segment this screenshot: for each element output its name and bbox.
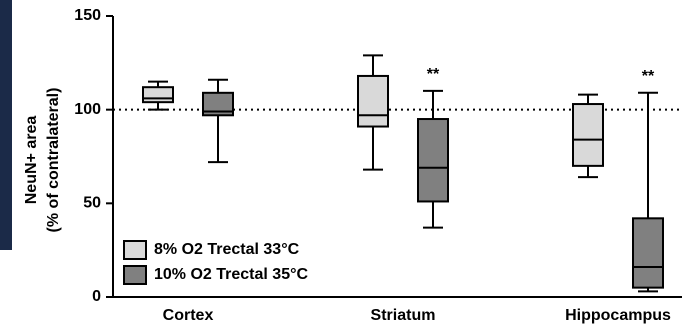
x-tick-label: Hippocampus bbox=[565, 307, 671, 324]
y-tick-label: 50 bbox=[83, 195, 101, 212]
y-axis-label: NeuN+ area bbox=[23, 116, 40, 205]
annotation: ** bbox=[642, 68, 655, 85]
legend-label: 10% O2 Trectal 35°C bbox=[154, 266, 308, 283]
box bbox=[143, 87, 173, 102]
box bbox=[418, 119, 448, 201]
chart: NeuN+ area (% of contralateral) 0 50 100 15… bbox=[0, 0, 692, 331]
box bbox=[573, 104, 603, 166]
annotation: ** bbox=[427, 66, 440, 83]
box bbox=[358, 76, 388, 127]
y-tick-label: 150 bbox=[74, 7, 101, 24]
legend-label: 8% O2 Trectal 33°C bbox=[154, 241, 300, 258]
x-tick-label: Striatum bbox=[371, 307, 436, 324]
y-tick-label: 100 bbox=[74, 101, 101, 118]
image-edge bbox=[0, 0, 12, 250]
y-tick-label: 0 bbox=[92, 288, 101, 305]
y-axis-label: (% of contralateral) bbox=[45, 88, 62, 233]
x-tick-label: Cortex bbox=[163, 307, 214, 324]
box bbox=[633, 218, 663, 287]
legend-swatch bbox=[124, 266, 146, 284]
legend-swatch bbox=[124, 241, 146, 259]
